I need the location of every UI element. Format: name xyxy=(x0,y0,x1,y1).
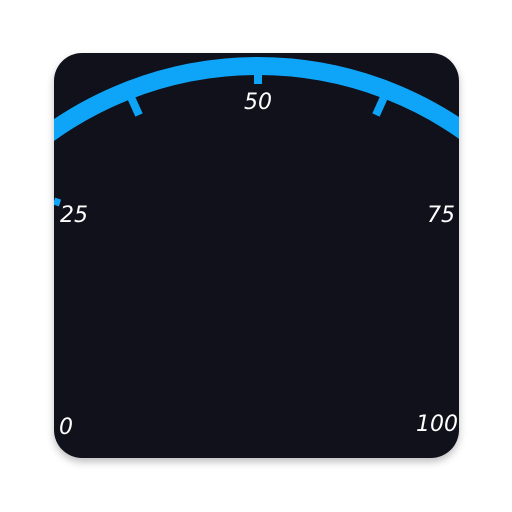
app-icon-tile[interactable]: 50 25 75 0 100 xyxy=(54,53,459,458)
gauge-label-25: 25 xyxy=(60,203,88,228)
gauge-tick-62-5 xyxy=(372,93,389,117)
gauge-tick-37-5 xyxy=(126,93,143,117)
gauge-tick-25 xyxy=(54,197,62,207)
gauge-label-50: 50 xyxy=(244,90,272,115)
icon-background xyxy=(54,53,459,458)
gauge-label-0: 0 xyxy=(59,415,73,440)
gauge-label-75: 75 xyxy=(427,203,455,228)
gauge-label-100: 100 xyxy=(416,412,458,437)
gauge-icon: 50 25 75 0 100 xyxy=(54,53,459,458)
